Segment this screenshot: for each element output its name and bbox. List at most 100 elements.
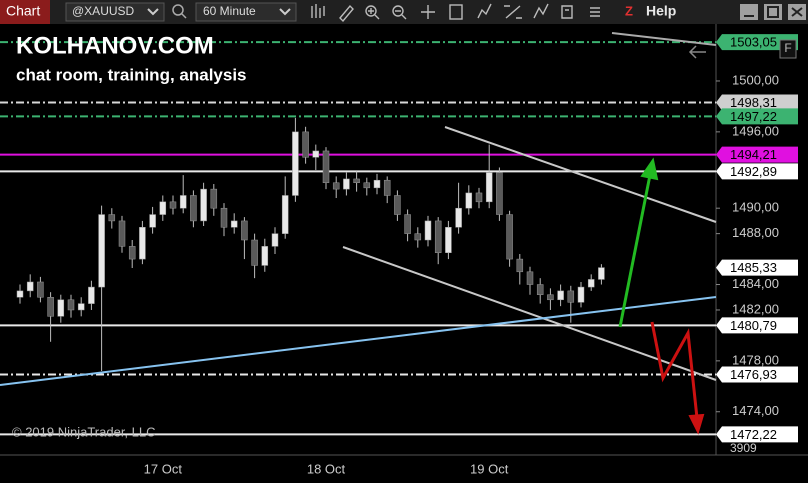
candle-body (241, 220, 248, 241)
candle-body (516, 258, 524, 273)
y-tick-label: 1474,00 (732, 403, 779, 418)
candle-body (159, 201, 167, 215)
candle-body (343, 178, 350, 190)
candle-body (424, 220, 432, 241)
back-arrow[interactable] (688, 45, 706, 59)
instrument-select[interactable] (65, 2, 165, 22)
interval-select[interactable] (195, 2, 297, 22)
candle-body (169, 201, 177, 209)
candle-body (190, 195, 197, 222)
y-tick-label: 1478,00 (732, 352, 779, 367)
bars-icon[interactable] (311, 4, 325, 18)
candle-body (567, 290, 575, 303)
copyright: © 2019 NinjaTrader, LLC (12, 424, 156, 439)
y-tick-label: 1482,00 (732, 301, 779, 316)
drawings (0, 32, 717, 435)
candle-body (26, 281, 34, 292)
indicator-icon[interactable] (533, 3, 549, 19)
price-marker (716, 146, 798, 163)
search-icon[interactable] (172, 4, 184, 16)
window-glyphs (744, 6, 779, 18)
candle-body (16, 290, 24, 298)
price-marker (716, 259, 798, 276)
interval-label[interactable]: 60 Minute (203, 4, 256, 18)
menu-icon[interactable] (590, 7, 600, 17)
candle-body (547, 294, 554, 301)
candle-body (404, 214, 411, 234)
properties-icon[interactable] (449, 4, 463, 20)
instrument-label[interactable]: @XAUUSD (72, 4, 135, 18)
zoom-in-icon[interactable] (365, 5, 377, 17)
candle-body (475, 192, 483, 203)
red-arrowhead (688, 413, 705, 435)
price-marker-label: 1494,21 (730, 147, 777, 162)
price-marker (716, 163, 798, 180)
candle-body (577, 286, 585, 303)
candle-body (496, 172, 503, 215)
trend-line[interactable] (611, 32, 717, 46)
price-marker-label: 1497,22 (730, 109, 777, 124)
volume-label: 3909 (730, 441, 757, 455)
candle-body (506, 214, 513, 260)
candle-body (128, 246, 136, 260)
watermark-title: KOLHANOV.COM (16, 32, 214, 59)
search-icon-handle (181, 13, 187, 19)
z-icon[interactable]: Z (625, 3, 633, 18)
candle-body (485, 172, 493, 203)
price-marker (716, 426, 798, 443)
candle-body (47, 296, 54, 317)
strategy-icon[interactable] (477, 3, 492, 19)
panel-button-label[interactable]: F (784, 41, 791, 55)
green-arrowhead (640, 157, 659, 181)
y-tick-label: 1484,00 (732, 276, 779, 291)
candle-body (179, 195, 187, 209)
y-tick-label: 1488,00 (732, 225, 779, 240)
zoom-out-icon[interactable] (392, 5, 404, 17)
channel-upper[interactable] (444, 126, 717, 223)
pencil-icon[interactable] (339, 4, 354, 23)
candle-body (526, 271, 534, 285)
candle-body (322, 150, 330, 184)
candle-body (536, 284, 544, 295)
candle-body (465, 192, 473, 209)
candle-body (383, 179, 391, 196)
red-arrow[interactable] (650, 321, 699, 419)
candle-body (394, 195, 401, 215)
candle-body (108, 214, 116, 222)
candle-body (271, 233, 279, 247)
candle-body (57, 299, 65, 317)
template-icon[interactable] (561, 5, 573, 19)
candle-body (373, 179, 381, 189)
drawing-icon[interactable] (504, 5, 522, 19)
crosshair-icon[interactable] (421, 5, 435, 19)
price-marker (716, 108, 798, 125)
price-marker-label: 1476,93 (730, 367, 777, 382)
help-menu[interactable]: Help (646, 3, 676, 19)
close-glyph (791, 7, 803, 17)
x-tick-label: 17 Oct (144, 461, 183, 476)
candle-body (149, 214, 156, 228)
support-line[interactable] (0, 296, 717, 386)
watermark-subtitle: chat room, training, analysis (16, 65, 247, 84)
price-marker (716, 317, 798, 334)
tool-icons (311, 3, 600, 23)
panel-button[interactable] (779, 39, 797, 59)
minimize-button[interactable] (740, 4, 758, 20)
candle-body (445, 227, 452, 253)
tab-label[interactable]: Chart (6, 3, 40, 19)
candle-body (220, 207, 228, 228)
candle-body (230, 220, 238, 228)
chart-tab[interactable] (0, 0, 50, 24)
candle-body (434, 220, 442, 253)
candle-body (414, 233, 422, 241)
candle-body (251, 239, 258, 266)
candle-body (363, 182, 371, 189)
candle-body (139, 227, 146, 260)
green-arrow[interactable] (618, 174, 652, 328)
candle-body (557, 290, 564, 301)
candle-body (598, 267, 605, 280)
candle-body (37, 281, 44, 298)
channel-lower[interactable] (342, 246, 717, 381)
candle-body (210, 188, 218, 209)
candle-body (200, 188, 207, 222)
